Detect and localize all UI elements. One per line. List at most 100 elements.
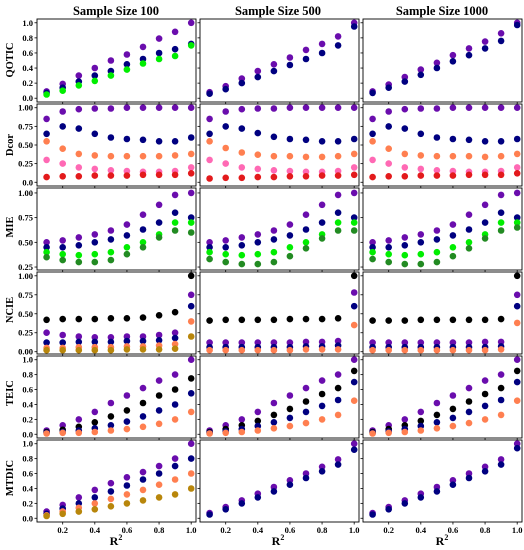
data-point xyxy=(59,315,66,323)
data-point xyxy=(59,123,66,130)
row-label-6: MTDIC xyxy=(5,460,16,496)
data-point xyxy=(417,408,425,416)
data-point xyxy=(107,167,115,174)
y-tick-label: 0.2 xyxy=(22,414,33,424)
x-tick-label: 1.0 xyxy=(186,525,197,535)
data-point xyxy=(139,333,147,340)
data-point xyxy=(318,49,326,57)
data-point xyxy=(433,152,441,160)
data-point xyxy=(449,232,457,239)
data-point xyxy=(497,30,505,37)
data-point xyxy=(155,377,163,384)
y-tick-label: 0.25 xyxy=(18,159,33,169)
data-point xyxy=(385,244,393,251)
data-point xyxy=(369,244,376,251)
row-label-3: MIE xyxy=(5,217,16,238)
data-point xyxy=(350,135,358,143)
data-point xyxy=(286,61,294,69)
row-label-5: TEIC xyxy=(5,380,16,406)
data-point xyxy=(123,104,131,111)
panel-5-1: 0.0 0.2 0.4 0.6 0.8 1.0 xyxy=(22,355,197,441)
data-point xyxy=(449,244,457,251)
data-point xyxy=(238,339,246,346)
data-point xyxy=(401,416,409,423)
data-point xyxy=(75,251,83,259)
data-point xyxy=(107,334,115,341)
data-point xyxy=(91,77,99,85)
y-tick-label: 0.4 xyxy=(22,483,33,493)
data-point xyxy=(222,144,229,152)
data-point xyxy=(318,201,326,209)
data-point xyxy=(334,152,342,160)
data-point xyxy=(206,255,213,263)
data-point xyxy=(334,104,342,111)
data-point xyxy=(139,486,147,494)
data-point xyxy=(75,105,83,113)
data-point xyxy=(302,315,310,323)
data-point xyxy=(513,170,521,177)
panel-3-3 xyxy=(360,187,523,273)
data-point xyxy=(350,302,358,310)
data-point xyxy=(123,425,131,433)
panel-1-1: 0.0 0.2 0.4 0.6 0.8 1.0 xyxy=(22,18,197,105)
y-tick-label: 0.6 xyxy=(22,385,33,395)
data-point xyxy=(155,331,163,339)
data-point xyxy=(107,134,115,141)
panel-3-2 xyxy=(197,187,360,273)
data-point xyxy=(171,386,179,393)
data-point xyxy=(513,367,521,375)
data-point xyxy=(449,414,457,422)
data-point xyxy=(302,384,310,392)
data-point xyxy=(206,175,213,182)
data-point xyxy=(286,152,294,160)
data-point xyxy=(107,256,115,264)
data-point xyxy=(238,346,246,354)
x-tick-label: 0.4 xyxy=(253,525,264,535)
y-tick-label: 0.25 xyxy=(18,262,33,272)
data-point xyxy=(417,250,425,258)
data-point xyxy=(449,152,457,160)
data-point xyxy=(254,73,262,81)
data-point xyxy=(433,248,441,256)
data-point xyxy=(350,150,358,158)
data-point xyxy=(187,356,195,364)
data-point xyxy=(155,138,163,145)
data-point xyxy=(270,105,278,112)
y-tick-label: 0.2 xyxy=(22,78,33,88)
data-point xyxy=(139,497,147,504)
panel-3-1: 0.25 0.50 0.75 1.00 xyxy=(18,187,197,273)
data-point xyxy=(171,308,179,316)
data-point xyxy=(107,248,115,256)
data-point xyxy=(206,239,213,246)
data-point xyxy=(481,45,489,52)
data-point xyxy=(433,167,441,174)
data-point xyxy=(513,378,521,386)
data-point xyxy=(334,411,342,419)
data-point xyxy=(206,430,213,437)
data-point xyxy=(91,408,99,416)
column-title-1: Sample Size 100 xyxy=(73,4,159,18)
data-point xyxy=(350,227,358,234)
panel-6-2: 0.2 0.4 0.6 0.8 1.0 xyxy=(197,439,359,535)
data-point xyxy=(155,337,163,344)
data-point xyxy=(270,227,278,234)
panel-4-2 xyxy=(197,271,360,357)
data-point xyxy=(318,377,326,384)
data-point xyxy=(497,384,505,392)
data-point xyxy=(206,248,213,256)
data-point xyxy=(123,221,131,228)
data-point xyxy=(385,250,393,258)
data-point xyxy=(254,417,262,425)
data-point xyxy=(123,491,131,498)
data-point xyxy=(107,172,115,179)
x-axis-title-2: R2 xyxy=(272,533,285,548)
data-point xyxy=(334,396,342,404)
data-point xyxy=(449,346,457,354)
data-point xyxy=(286,346,294,354)
data-point xyxy=(91,346,99,354)
data-point xyxy=(334,315,342,322)
data-point xyxy=(123,232,131,239)
data-point xyxy=(59,250,66,258)
data-point xyxy=(43,130,50,138)
data-point xyxy=(123,250,131,258)
